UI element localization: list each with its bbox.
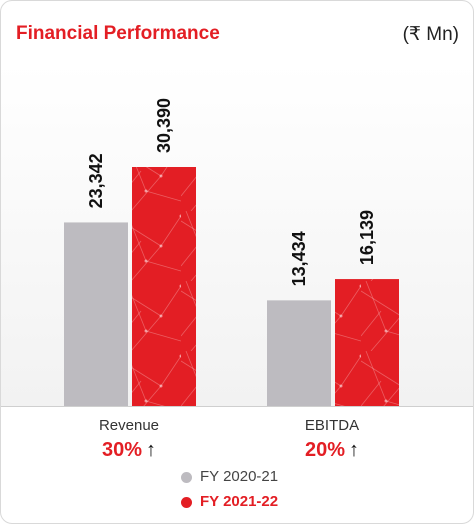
bar-revenue-fy-2020-21 — [64, 222, 128, 406]
up-arrow-icon: ↑ — [146, 439, 157, 461]
growth-ebitda: 20% ↑ — [262, 439, 402, 462]
category-label-revenue: Revenue — [98, 417, 160, 434]
chart-title: Financial Performance — [16, 23, 220, 44]
data-label: 13,434 — [289, 231, 309, 286]
category-label-ebitda: EBITDA — [304, 417, 360, 434]
growth-revenue: 30% ↑ — [59, 439, 199, 462]
legend-item-fy2020-21: FY 2020-21 — [181, 468, 278, 485]
legend-item-fy2021-22: FY 2021-22 — [181, 493, 278, 510]
unit-label: (₹ Mn) — [402, 24, 459, 45]
bar-ebitda-fy-2021-22 — [335, 279, 399, 406]
growth-value: 20% — [304, 439, 346, 461]
legend-label: FY 2020-21 — [200, 468, 279, 485]
growth-value: 30% — [101, 439, 143, 461]
bar-ebitda-fy-2020-21 — [267, 300, 331, 406]
legend-dot-icon — [181, 496, 192, 508]
data-label: 30,390 — [154, 98, 174, 153]
data-label: 23,342 — [86, 153, 106, 208]
legend-label: FY 2021-22 — [200, 493, 279, 510]
bar-revenue-fy-2021-22 — [132, 167, 196, 406]
data-label: 16,139 — [357, 210, 377, 265]
up-arrow-icon: ↑ — [349, 439, 360, 461]
legend-dot-icon — [181, 471, 192, 483]
